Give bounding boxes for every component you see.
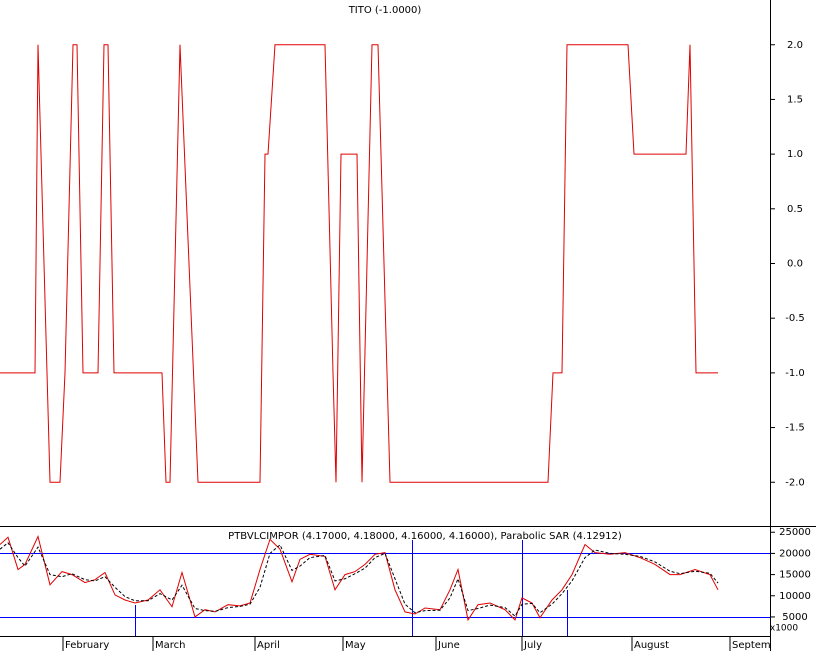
y-tick-label: 5000 [782, 612, 807, 623]
x-tick-label: May [345, 640, 366, 651]
x-tick-label: July [523, 640, 542, 651]
x-tick-label: August [634, 640, 669, 651]
y-tick-label: 0.0 [787, 259, 803, 270]
x-tick-label: April [257, 640, 280, 651]
x-tick-label: Septem [732, 640, 771, 651]
y-tick-label: 1.5 [787, 94, 803, 105]
y-tick-label: 25000 [779, 527, 811, 538]
chart-title: TITO (-1.0000) [348, 5, 422, 16]
y-tick-label: 2.0 [787, 40, 803, 51]
y-tick-label: -1.0 [785, 368, 805, 379]
y-tick-label: 1.0 [787, 149, 803, 160]
y-tick-label: 10000 [779, 591, 811, 602]
y-tick-label: -1.5 [785, 423, 805, 434]
y-tick-label: -2.0 [785, 477, 805, 488]
unit-label: x1000 [770, 624, 799, 634]
line [0, 542, 719, 617]
y-tick-label: 0.5 [787, 204, 803, 215]
line [0, 535, 719, 622]
y-tick-label: -0.5 [785, 313, 805, 324]
x-tick-label: June [437, 640, 460, 651]
y-tick-label: 20000 [779, 548, 811, 559]
line [0, 44, 718, 483]
y-tick-label: 15000 [779, 570, 811, 581]
chart-title: PTBVLCIMPOR (4.17000, 4.18000, 4.16000, … [228, 531, 622, 542]
x-tick-label: February [65, 640, 109, 651]
x-tick-label: March [155, 640, 185, 651]
